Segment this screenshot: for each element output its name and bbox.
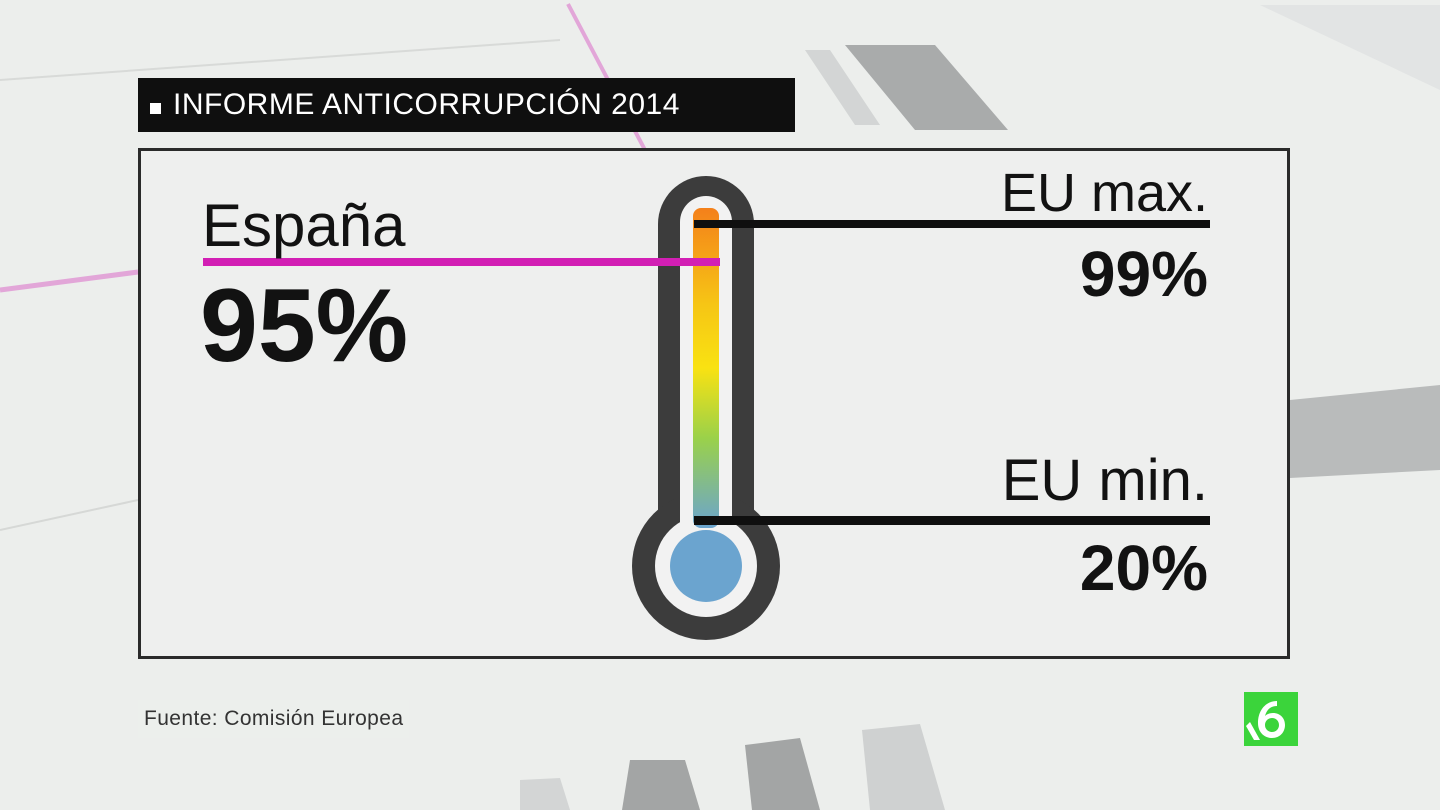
thermometer-bulb [670,530,742,602]
title-bar: INFORME ANTICORRUPCIÓN 2014 [138,78,795,132]
eu-min-label: EU min. [1001,448,1208,513]
eu-min-marker-line [694,516,1210,525]
source-caption: Fuente: Comisión Europea [138,700,410,738]
spain-value: 95% [200,268,409,384]
eu-max-label: EU max. [1000,163,1208,223]
la-sexta-logo [1244,692,1298,746]
eu-max-value: 99% [1079,238,1208,310]
page-title: INFORME ANTICORRUPCIÓN 2014 [173,88,680,121]
eu-min-value: 20% [1079,532,1208,604]
square-bullet-icon [150,102,161,114]
eu-max-marker-line [694,220,1210,228]
spain-label: España [202,192,406,259]
spain-marker-line [203,258,720,266]
thermometer-fill [693,208,719,528]
